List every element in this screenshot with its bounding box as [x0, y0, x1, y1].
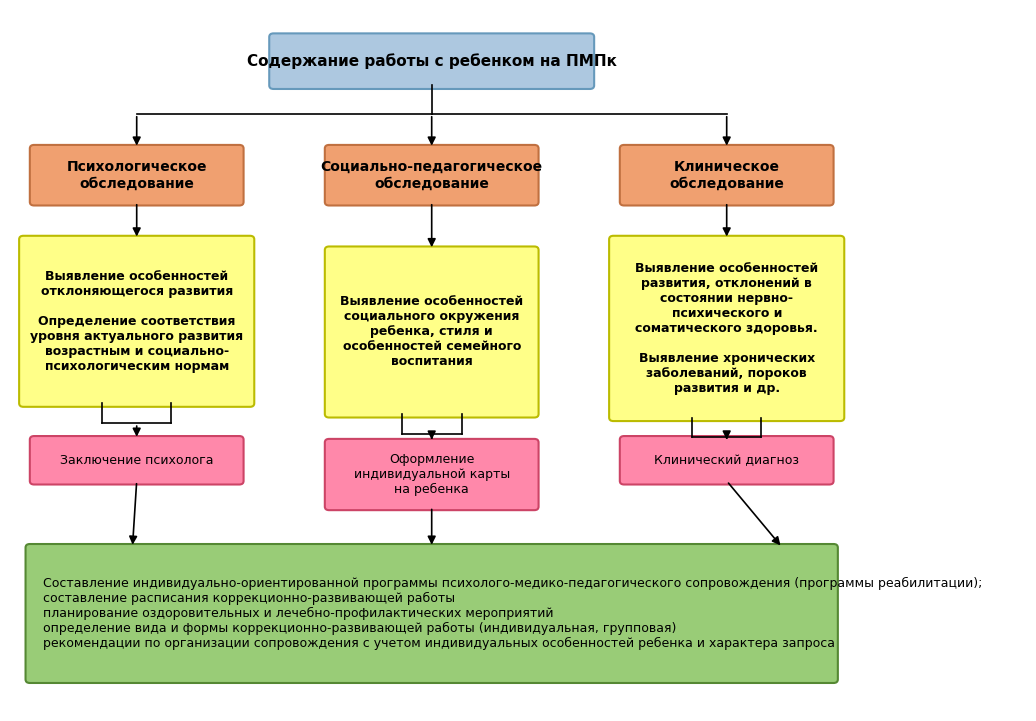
FancyBboxPatch shape: [325, 145, 539, 205]
Text: Оформление
индивидуальной карты
на ребенка: Оформление индивидуальной карты на ребен…: [353, 453, 510, 496]
Text: Клинический диагноз: Клинический диагноз: [654, 454, 799, 466]
Text: Выявление особенностей
социального окружения
ребенка, стиля и
особенностей семей: Выявление особенностей социального окруж…: [340, 296, 523, 368]
Text: Клиническое
обследование: Клиническое обследование: [669, 160, 784, 190]
FancyBboxPatch shape: [269, 33, 595, 89]
FancyBboxPatch shape: [325, 247, 539, 417]
Text: Социально-педагогическое
обследование: Социально-педагогическое обследование: [320, 160, 543, 190]
Text: Выявление особенностей
развития, отклонений в
состоянии нервно-
психического и
с: Выявление особенностей развития, отклоне…: [635, 262, 818, 395]
FancyBboxPatch shape: [609, 236, 844, 421]
FancyBboxPatch shape: [325, 439, 539, 510]
Text: Выявление особенностей
отклоняющегося развития

Определение соответствия
уровня : Выявление особенностей отклоняющегося ра…: [30, 270, 243, 373]
Text: Заключение психолога: Заключение психолога: [60, 454, 213, 466]
Text: Составление индивидуально-ориентированной программы психолого-медико-педагогичес: Составление индивидуально-ориентированно…: [42, 577, 982, 650]
FancyBboxPatch shape: [620, 436, 834, 485]
FancyBboxPatch shape: [30, 436, 243, 485]
FancyBboxPatch shape: [30, 145, 243, 205]
FancyBboxPatch shape: [26, 544, 838, 683]
Text: Содержание работы с ребенком на ПМПк: Содержание работы с ребенком на ПМПк: [247, 53, 616, 69]
FancyBboxPatch shape: [19, 236, 254, 407]
FancyBboxPatch shape: [620, 145, 834, 205]
Text: Психологическое
обследование: Психологическое обследование: [66, 160, 207, 190]
